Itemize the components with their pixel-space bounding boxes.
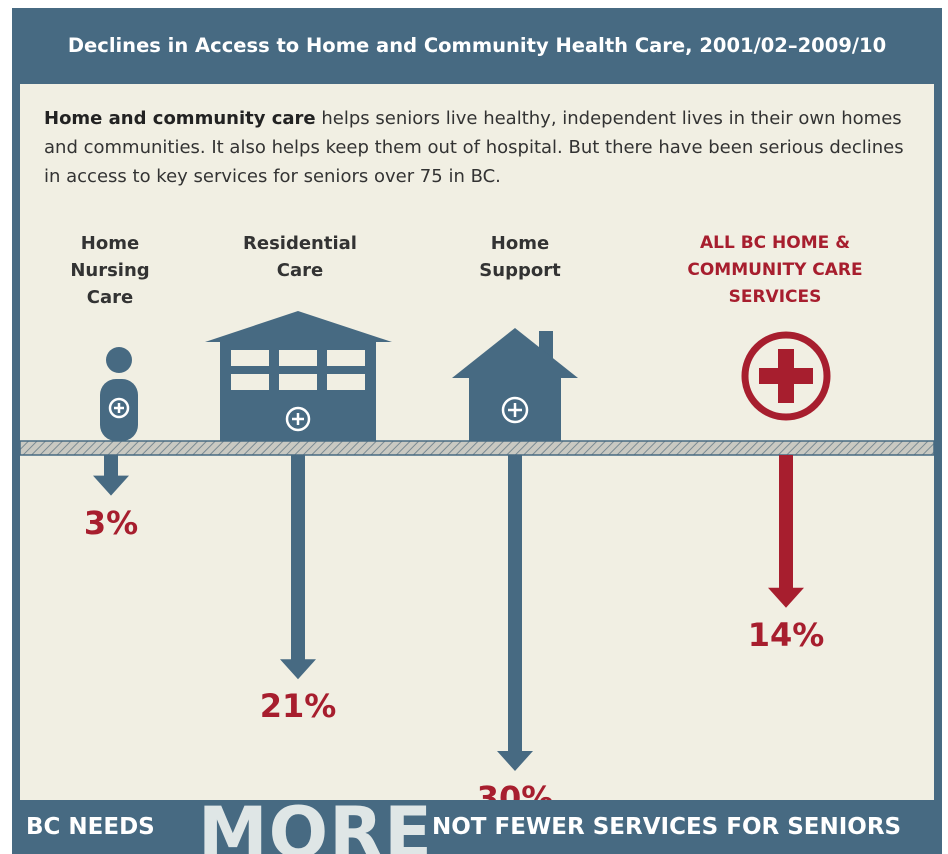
category-label-line: Care — [276, 260, 324, 281]
decline-arrows — [93, 455, 804, 771]
footer-text-right: NOT FEWER SERVICES FOR SENIORS — [432, 814, 902, 840]
red-cross-circle-icon — [741, 331, 831, 421]
decline-arrow — [280, 455, 316, 680]
category-label-residential: Residential Care — [220, 230, 380, 284]
decline-arrow — [93, 455, 129, 496]
category-label-line: Home — [490, 233, 550, 254]
decline-arrow — [768, 455, 804, 608]
category-label-home-support: Home Support — [450, 230, 590, 284]
value-label-residential: 21% — [259, 687, 337, 726]
category-label-line: SERVICES — [728, 287, 822, 307]
value-label-all-services: 14% — [747, 615, 825, 654]
category-label-line: COMMUNITY CARE — [687, 260, 863, 280]
category-label-home-nursing: Home Nursing Care — [50, 230, 170, 311]
intro-body-text: helps seniors live healthy, independent … — [44, 108, 904, 187]
content-panel: Home and community care helps seniors li… — [20, 84, 934, 800]
person-plus-icon — [100, 347, 138, 441]
category-label-line: Care — [86, 287, 134, 308]
infographic-frame: Declines in Access to Home and Community… — [12, 8, 942, 854]
category-label-line: Home — [80, 233, 140, 254]
category-label-line: Residential — [243, 233, 357, 254]
infographic-title: Declines in Access to Home and Community… — [67, 34, 887, 57]
footer-banner: BC NEEDS MORE NOT FEWER SERVICES FOR SEN… — [12, 800, 942, 854]
category-label-line: Support — [479, 260, 561, 281]
house-plus-icon — [452, 328, 578, 441]
category-label-line: Nursing — [70, 260, 150, 281]
ground-line — [20, 440, 934, 456]
intro-bold-text: Home and community care — [44, 108, 316, 129]
footer-text-left: BC NEEDS — [26, 814, 155, 840]
residential-building-icon — [205, 311, 392, 441]
category-label-line: ALL BC HOME & — [699, 233, 851, 253]
value-label-home-nursing: 3% — [83, 503, 139, 542]
decline-chart — [20, 311, 934, 771]
footer-text-big: MORE — [198, 800, 433, 854]
decline-arrow — [497, 455, 533, 771]
intro-paragraph: Home and community care helps seniors li… — [44, 104, 914, 191]
value-label-home-support: 30% — [476, 779, 554, 800]
category-label-all-services: ALL BC HOME & COMMUNITY CARE SERVICES — [660, 230, 890, 311]
